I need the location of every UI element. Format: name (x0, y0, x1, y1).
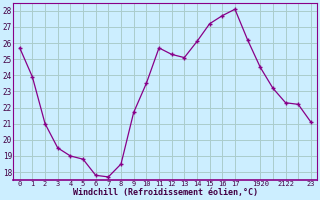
X-axis label: Windchill (Refroidissement éolien,°C): Windchill (Refroidissement éolien,°C) (73, 188, 258, 197)
